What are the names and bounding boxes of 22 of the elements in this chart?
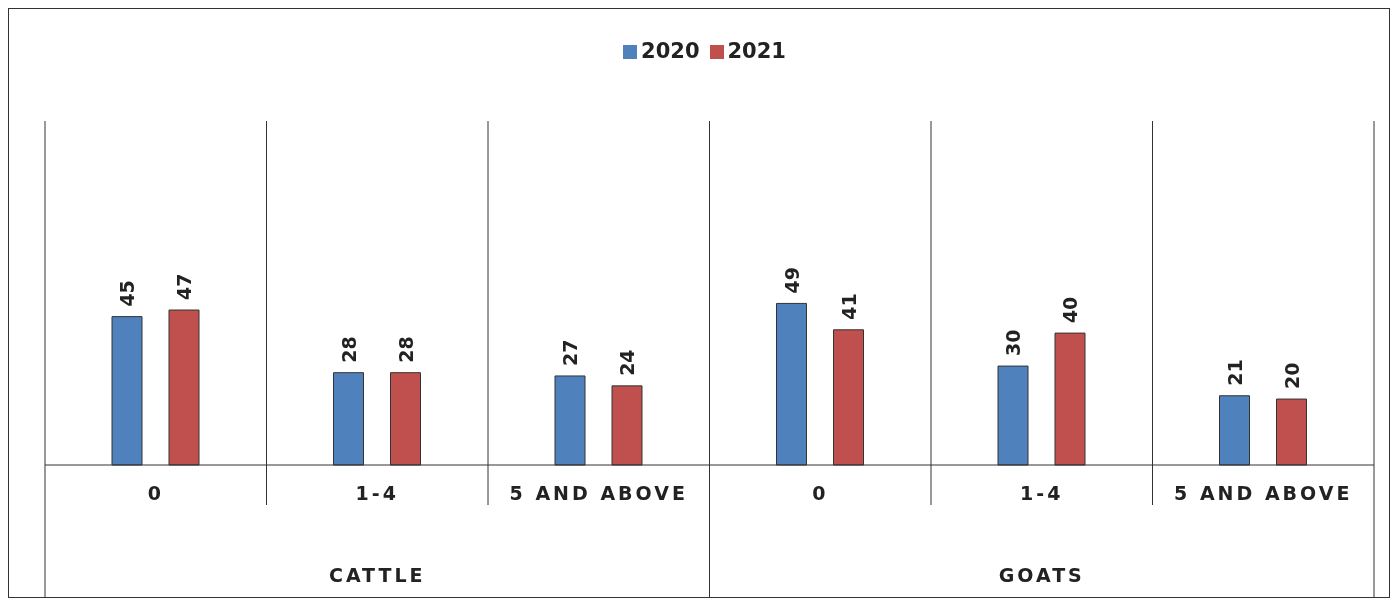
data-label: 28 (337, 336, 360, 363)
data-label: 27 (559, 339, 581, 366)
data-label: 47 (173, 273, 195, 301)
data-label: 45 (116, 280, 138, 307)
text: CATTLE (328, 564, 426, 586)
data-label: 49 (780, 266, 803, 294)
x-tick-label: 1-4 (355, 482, 399, 505)
x-tick-label: 0 (147, 482, 164, 505)
data-label: 21 (1223, 359, 1246, 386)
data-label: 40 (1059, 296, 1081, 324)
data-label: 41 (837, 293, 860, 320)
text: GOATS (998, 564, 1085, 586)
legend-label: 2021 (727, 39, 786, 63)
data-label: 30 (1002, 329, 1024, 357)
data-label: 20 (1280, 362, 1303, 390)
x-tick-label: 0 (812, 482, 829, 505)
data-label: 28 (394, 336, 417, 363)
data-label: 24 (616, 349, 638, 376)
x-tick-label: 5 AND ABOVE (509, 482, 688, 505)
x-tick-label: 1-4 (1020, 482, 1064, 505)
legend-label: 2020 (641, 39, 700, 63)
x-tick-label: 5 AND ABOVE (1174, 482, 1353, 505)
